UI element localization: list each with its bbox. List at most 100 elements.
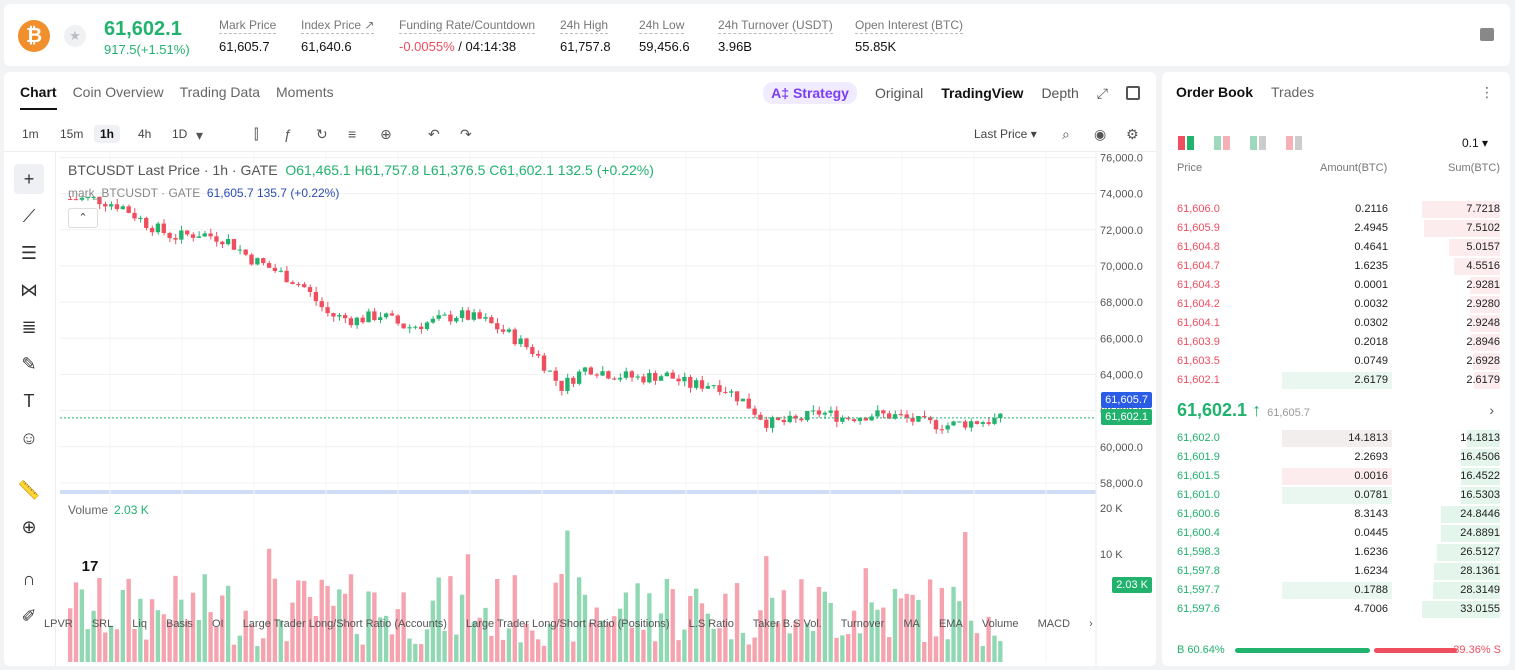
- price-type-select[interactable]: Last Price ▾: [974, 127, 1037, 141]
- bid-row[interactable]: 61,600.4 0.0445 24.8891: [1162, 524, 1510, 543]
- candle-body: [278, 270, 283, 272]
- bid-row[interactable]: 61,598.3 1.6236 26.5127: [1162, 543, 1510, 562]
- crosshair-icon[interactable]: +: [14, 164, 44, 194]
- redo-icon[interactable]: ↷: [460, 126, 472, 142]
- book-icon[interactable]: [1480, 28, 1494, 41]
- pen-lock-icon[interactable]: ✐: [21, 605, 37, 626]
- candle-body: [518, 338, 523, 345]
- candle-type-icon[interactable]: ⫿: [254, 126, 259, 142]
- trend-line-icon[interactable]: ⟋: [22, 205, 36, 226]
- ind-ls-ratio[interactable]: L.S Ratio: [688, 618, 734, 630]
- ind-macd[interactable]: MACD: [1037, 618, 1071, 630]
- bid-row[interactable]: 61,597.6 4.7006 33.0155: [1162, 600, 1510, 619]
- settings-gear-icon[interactable]: ⚙: [1126, 126, 1139, 142]
- expand-icon[interactable]: ⤢: [1096, 84, 1108, 101]
- ask-row[interactable]: 61,604.2 0.0032 2.9280: [1162, 295, 1510, 314]
- chevron-right-icon[interactable]: ›: [1489, 402, 1494, 418]
- volume-bar: [144, 639, 149, 662]
- price-chart[interactable]: 76,000.0 74,000.0 72,000.0 70,000.0 68,000.0…: [60, 152, 1156, 666]
- search-icon[interactable]: ⌕: [1062, 126, 1070, 142]
- ask-row[interactable]: 61,605.9 2.4945 7.5102: [1162, 219, 1510, 238]
- tab-chart[interactable]: Chart: [20, 84, 57, 110]
- volume-bar: [249, 624, 254, 662]
- tab-trading-data[interactable]: Trading Data: [179, 84, 261, 100]
- bid-row[interactable]: 61,597.7 0.1788 28.3149: [1162, 581, 1510, 600]
- interval-15m[interactable]: 15m: [60, 127, 84, 141]
- bid-row[interactable]: 61,601.0 0.0781 16.5303: [1162, 486, 1510, 505]
- volume-bar: [840, 635, 845, 662]
- ask-row[interactable]: 61,604.1 0.0302 2.9248: [1162, 314, 1510, 333]
- ind-lt-accounts[interactable]: Large Trader Long/Short Ratio (Accounts): [242, 618, 447, 630]
- bid-row[interactable]: 61,601.9 2.2693 16.4506: [1162, 448, 1510, 467]
- bid-row[interactable]: 61,600.6 8.3143 24.8446: [1162, 505, 1510, 524]
- replay-icon[interactable]: ↻: [316, 126, 328, 142]
- tab-trades[interactable]: Trades: [1271, 84, 1315, 100]
- tab-depth[interactable]: Depth: [1041, 85, 1079, 101]
- brush-icon[interactable]: ✎: [21, 353, 37, 374]
- interval-1h[interactable]: 1h: [94, 125, 121, 143]
- candle-body: [214, 236, 219, 242]
- ask-row[interactable]: 61,604.7 1.6235 4.5516: [1162, 257, 1510, 276]
- tab-order-book[interactable]: Order Book: [1176, 84, 1254, 100]
- ind-basis[interactable]: Basis: [166, 618, 193, 630]
- interval-1m[interactable]: 1m: [22, 127, 39, 141]
- ask-row[interactable]: 61,603.5 0.0749 2.6928: [1162, 352, 1510, 371]
- ruler-icon[interactable]: 📏: [17, 479, 41, 500]
- bid-row[interactable]: 61,601.5 0.0016 16.4522: [1162, 467, 1510, 486]
- ind-lpvr[interactable]: LPVR: [44, 618, 73, 630]
- window-icon[interactable]: [1126, 86, 1140, 100]
- horizontal-lines-icon[interactable]: ☰: [20, 242, 38, 263]
- volume-bar: [442, 630, 447, 662]
- interval-1d[interactable]: 1D: [172, 127, 188, 141]
- precision-select[interactable]: 0.1 ▾: [1461, 136, 1488, 150]
- ask-row[interactable]: 61,604.8 0.4641 5.0157: [1162, 238, 1510, 257]
- volume-bar: [682, 629, 687, 662]
- more-icon[interactable]: ⋮: [1480, 84, 1494, 100]
- volume-bar: [688, 596, 693, 662]
- view-mixed-icon[interactable]: [1214, 136, 1230, 150]
- interval-4h[interactable]: 4h: [138, 127, 152, 141]
- ask-row[interactable]: 61,604.3 0.0001 2.9281: [1162, 276, 1510, 295]
- view-bids-icon[interactable]: [1250, 136, 1266, 150]
- zoom-in-icon[interactable]: ⊕: [21, 516, 37, 537]
- pattern-icon[interactable]: ⋈: [20, 279, 38, 300]
- view-asks-icon[interactable]: [1286, 136, 1302, 150]
- chevron-right-icon[interactable]: ›: [1089, 618, 1093, 630]
- ind-volume[interactable]: Volume: [981, 618, 1019, 630]
- indicators-icon[interactable]: ƒ: [284, 126, 292, 142]
- tab-coin-overview[interactable]: Coin Overview: [72, 84, 164, 100]
- camera-icon[interactable]: ◉: [1094, 126, 1107, 142]
- tab-original[interactable]: Original: [874, 85, 924, 101]
- strategy-button[interactable]: A‡ Strategy: [763, 82, 857, 104]
- ind-ma[interactable]: MA: [903, 618, 920, 630]
- ask-row[interactable]: 61,603.9 0.2018 2.8946: [1162, 333, 1510, 352]
- magnet-icon[interactable]: ∩: [22, 568, 36, 589]
- collapse-legend-button[interactable]: ⌃: [68, 208, 98, 228]
- view-both-icon[interactable]: [1178, 136, 1194, 150]
- ind-ema[interactable]: EMA: [938, 618, 963, 630]
- stat-index-price[interactable]: Index Price ↗ 61,640.6: [301, 18, 375, 54]
- candle-body: [185, 230, 190, 235]
- alert-icon[interactable]: ⊕: [380, 126, 392, 142]
- ind-taker-vol[interactable]: Taker B.S Vol.: [752, 618, 822, 630]
- ind-liq[interactable]: Liq: [132, 618, 147, 630]
- bid-row[interactable]: 61,602.0 14.1813 14.1813: [1162, 429, 1510, 448]
- ask-row[interactable]: 61,602.1 2.6179 2.6179: [1162, 371, 1510, 390]
- tab-moments[interactable]: Moments: [276, 84, 334, 100]
- ind-oi[interactable]: OI: [212, 618, 224, 630]
- undo-icon[interactable]: ↶: [428, 126, 440, 142]
- fib-icon[interactable]: ≣: [21, 316, 37, 337]
- ind-lt-positions[interactable]: Large Trader Long/Short Ratio (Positions…: [465, 618, 670, 630]
- text-tool-icon[interactable]: T: [23, 390, 35, 411]
- candle-body: [851, 419, 857, 422]
- bid-row[interactable]: 61,597.8 1.6234 28.1361: [1162, 562, 1510, 581]
- ask-row[interactable]: 61,606.0 0.2116 7.7218: [1162, 200, 1510, 219]
- tab-tradingview[interactable]: TradingView: [941, 85, 1024, 101]
- template-icon[interactable]: ≡: [348, 126, 357, 142]
- favorite-star-icon[interactable]: ★: [64, 25, 86, 47]
- emoji-icon[interactable]: ☺: [19, 427, 39, 448]
- volume-bar: [319, 579, 324, 662]
- ind-srl[interactable]: SRL: [91, 618, 114, 630]
- ind-turnover[interactable]: Turnover: [840, 618, 885, 630]
- interval-dropdown-icon[interactable]: ▾: [196, 127, 204, 143]
